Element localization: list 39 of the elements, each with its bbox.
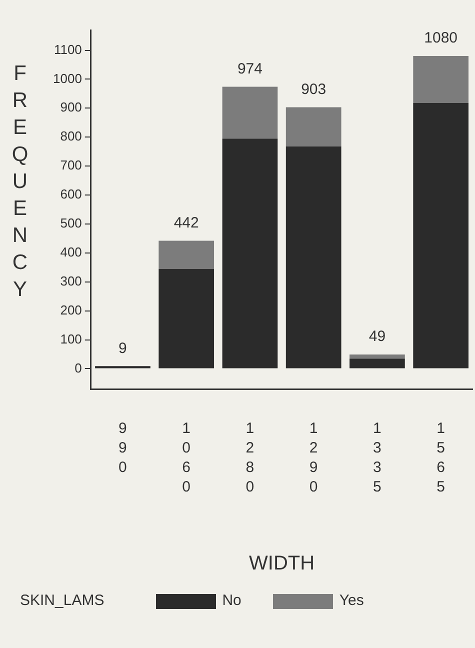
bar [222, 86, 278, 139]
bar [286, 107, 342, 146]
y-tick-label: 900 [60, 100, 82, 115]
y-tick-label: 700 [60, 158, 82, 173]
bar [158, 268, 214, 368]
y-tick-label: 0 [74, 360, 82, 376]
legend-title: SKIN_LAMS [20, 592, 104, 609]
y-tick-label: 300 [60, 273, 82, 288]
legend-label: Yes [338, 592, 364, 609]
y-tick-label: 500 [60, 216, 82, 231]
total-label: 9 [118, 340, 127, 357]
text: FREQUENCY [12, 62, 28, 301]
y-tick-label: 200 [60, 302, 82, 318]
bar [222, 138, 278, 368]
total-label: 974 [237, 60, 262, 78]
y-tick-label: 100 [60, 331, 82, 346]
x-tick-label: 1290 [309, 420, 318, 496]
x-tick-label: 990 [118, 420, 127, 476]
total-label: 1080 [424, 30, 458, 47]
total-label: 903 [301, 80, 326, 98]
bar [158, 240, 214, 269]
bar [286, 146, 342, 368]
total-label: 442 [174, 214, 199, 232]
x-tick-label: 1060 [182, 420, 191, 496]
bar [413, 56, 469, 103]
y-tick-label: 400 [60, 244, 82, 260]
legend-label: No [221, 592, 242, 609]
y-tick-label: 600 [60, 186, 82, 202]
y-tick-label: 800 [60, 128, 82, 144]
x-tick-label: 1335 [373, 420, 382, 496]
bar [413, 102, 469, 368]
total-label: 49 [368, 328, 386, 346]
x-tick-label: 1280 [246, 420, 254, 496]
x-tick-label: 1565 [436, 420, 445, 496]
bar [350, 354, 405, 359]
y-tick-label: 1000 [53, 70, 82, 86]
y-tick-label: 1100 [54, 42, 82, 57]
x-axis-title: WIDTH [249, 552, 315, 575]
bar [350, 358, 405, 368]
